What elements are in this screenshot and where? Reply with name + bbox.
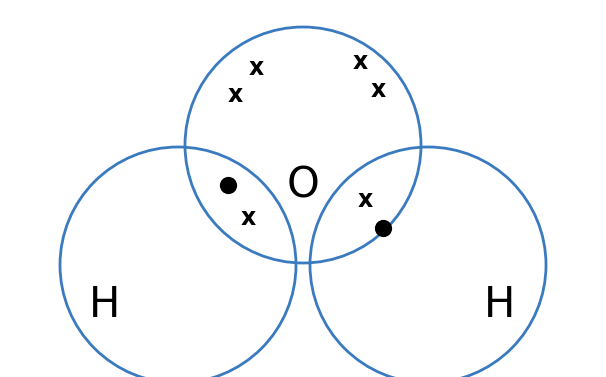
Text: O: O [287, 164, 319, 206]
Text: H: H [89, 284, 121, 326]
Text: x: x [370, 78, 385, 102]
Text: x: x [352, 50, 368, 74]
Text: H: H [484, 284, 516, 326]
Text: x: x [358, 188, 373, 212]
Text: x: x [241, 206, 256, 230]
Point [378, 225, 388, 231]
Point [223, 182, 233, 188]
Text: x: x [227, 83, 242, 107]
Text: x: x [248, 56, 264, 80]
